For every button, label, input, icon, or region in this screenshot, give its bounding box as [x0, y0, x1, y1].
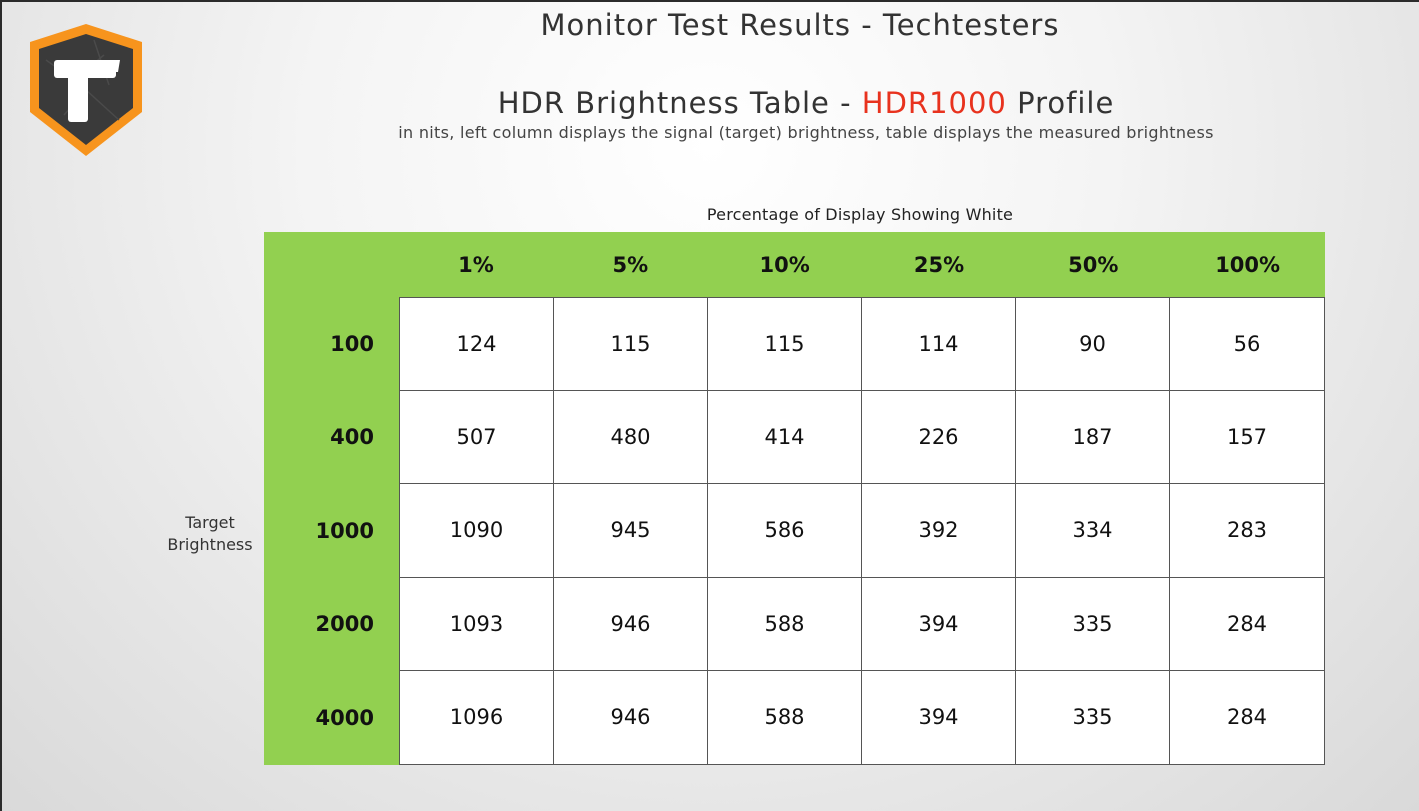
- table-cell: 226: [862, 391, 1016, 485]
- table-cell: 507: [400, 391, 554, 485]
- table-cell: 157: [1170, 391, 1324, 485]
- table-cell: 90: [1016, 298, 1170, 392]
- table-cell: 115: [554, 298, 708, 392]
- table-cell: 335: [1016, 577, 1170, 671]
- table-cell: 114: [862, 298, 1016, 392]
- row-axis-label-line1: Target: [185, 513, 235, 532]
- table-cell: 394: [862, 670, 1016, 764]
- window-frame-top: [0, 0, 1419, 2]
- row-header: 4000: [315, 705, 374, 730]
- column-axis-label: Percentage of Display Showing White: [706, 205, 1014, 224]
- table-cell: 588: [708, 670, 862, 764]
- column-header: 10%: [759, 253, 810, 277]
- table-cell: 392: [862, 484, 1016, 578]
- row-header-band: [264, 232, 400, 765]
- page-title: Monitor Test Results - Techtesters: [540, 8, 1060, 42]
- table-cell: 56: [1170, 298, 1324, 392]
- table-cell: 115: [708, 298, 862, 392]
- column-header: 5%: [612, 253, 649, 277]
- row-header: 1000: [315, 518, 374, 543]
- row-axis-label-line2: Brightness: [167, 535, 253, 554]
- row-header: 100: [330, 331, 374, 356]
- table-description: in nits, left column displays the signal…: [398, 123, 1214, 142]
- table-title-profile: HDR1000: [861, 86, 1007, 120]
- window-frame-left: [0, 0, 2, 811]
- table-cell: 588: [708, 577, 862, 671]
- table-cell: 187: [1016, 391, 1170, 485]
- table-cell: 124: [400, 298, 554, 392]
- table-cell: 284: [1170, 577, 1324, 671]
- table-cell: 480: [554, 391, 708, 485]
- column-header: 50%: [1068, 253, 1119, 277]
- table-cell: 1093: [400, 577, 554, 671]
- table-title-suffix: Profile: [1006, 86, 1115, 120]
- table-cell: 394: [862, 577, 1016, 671]
- table-cell: 1096: [400, 670, 554, 764]
- techtesters-logo-icon: [24, 20, 148, 160]
- row-axis-label: Target Brightness: [150, 512, 270, 556]
- row-header: 2000: [315, 612, 374, 637]
- table-cell: 946: [554, 577, 708, 671]
- column-header: 25%: [913, 253, 965, 277]
- table-cell: 414: [708, 391, 862, 485]
- table-cell: 946: [554, 670, 708, 764]
- column-header-band: [264, 232, 1325, 298]
- table-cell: 284: [1170, 670, 1324, 764]
- table-cell: 335: [1016, 670, 1170, 764]
- table-cell: 1090: [400, 484, 554, 578]
- table-cell: 945: [554, 484, 708, 578]
- column-header: 1%: [458, 253, 494, 277]
- table-title: HDR Brightness Table - HDR1000 Profile: [0, 86, 1419, 120]
- column-header: 100%: [1215, 253, 1281, 277]
- table-cell: 334: [1016, 484, 1170, 578]
- table-title-prefix: HDR Brightness Table -: [497, 86, 862, 120]
- measurement-table: 124 115 115 114 90 56 507 480 414 226 187 157 1090 94…: [399, 297, 1325, 765]
- table-cell: 586: [708, 484, 862, 578]
- table-cell: 283: [1170, 484, 1324, 578]
- row-header: 400: [330, 425, 374, 450]
